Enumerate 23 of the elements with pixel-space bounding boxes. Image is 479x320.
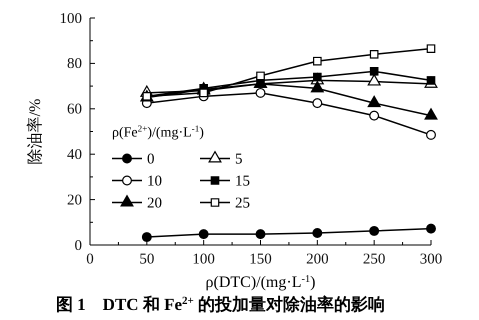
legend-label: 0: [147, 152, 154, 168]
y-tick-label: 100: [60, 10, 82, 27]
x-tick-label: 250: [362, 252, 386, 268]
legend-label: 5: [235, 152, 242, 168]
x-tick-label: 200: [306, 252, 329, 268]
legend-label: 20: [147, 196, 162, 212]
x-tick-label: 0: [86, 252, 94, 268]
y-tick-label: 0: [74, 238, 82, 254]
x-tick-label: 150: [249, 252, 272, 268]
text: 图 1 DTC 和 Fe$^{2+}$ 的投加量对除油率的影响: [56, 295, 386, 314]
x-tick-label: 50: [139, 252, 154, 268]
x-axis-title: ρ(DTC)/(mg·L$^{-1}$): [206, 274, 316, 291]
y-tick-label: 40: [67, 147, 82, 163]
legend-label: 10: [147, 174, 162, 190]
y-tick-label: 60: [67, 102, 82, 118]
y-tick-label: 20: [67, 192, 82, 208]
legend-title: ρ(Fe$^{2+}$)/(mg·L$^{-1}$): [112, 124, 204, 140]
x-tick-label: 300: [420, 252, 442, 268]
legend-label: 25: [235, 196, 250, 212]
y-axis-title: 除油率/%: [26, 98, 44, 164]
y-tick-label: 80: [67, 56, 82, 72]
x-tick-label: 100: [192, 252, 215, 268]
legend-label: 15: [235, 174, 250, 190]
